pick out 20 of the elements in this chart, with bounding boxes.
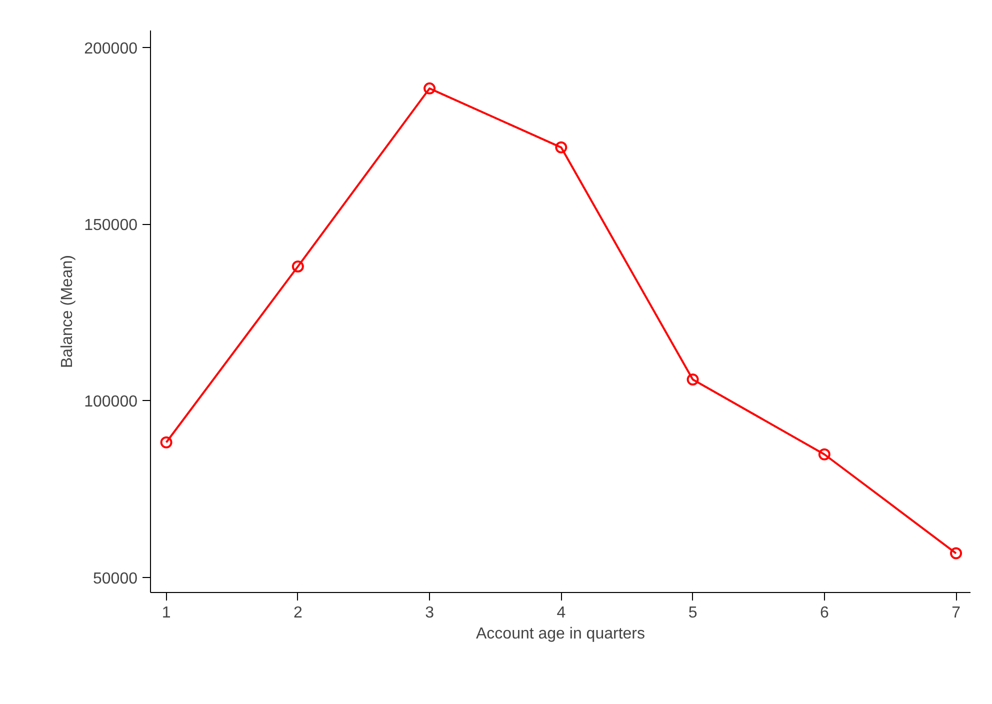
point xyxy=(950,547,962,560)
point xyxy=(160,436,172,448)
x-tick-label: 7 xyxy=(952,604,961,622)
point xyxy=(818,448,830,460)
point xyxy=(555,141,568,154)
x-axis-title: Account age in quarters xyxy=(476,626,646,642)
y-tick-label: 100000 xyxy=(84,394,138,411)
point xyxy=(424,82,436,94)
x-tick-label: 5 xyxy=(688,604,698,622)
y-tick-label: 150000 xyxy=(84,217,138,234)
y-tick-label: 50000 xyxy=(93,570,138,588)
y-tick-label: 200000 xyxy=(84,40,138,58)
x-tick-label: 6 xyxy=(820,604,829,622)
x-tick-label: 2 xyxy=(293,604,302,622)
x-tick-label: 4 xyxy=(556,604,566,622)
x-tick-label: 1 xyxy=(162,604,171,622)
x-tick-label: 3 xyxy=(425,604,434,622)
point xyxy=(292,260,304,272)
y-axis-title: Balance (Mean) xyxy=(59,255,76,368)
point xyxy=(686,374,699,386)
